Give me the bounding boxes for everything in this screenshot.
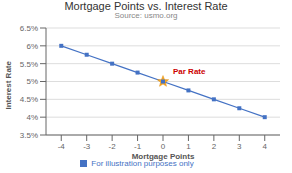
svg-text:6.5%: 6.5% — [20, 24, 38, 33]
svg-text:Par Rate: Par Rate — [173, 67, 206, 76]
svg-text:1: 1 — [186, 142, 191, 151]
svg-text:Interest Rate: Interest Rate — [8, 60, 13, 109]
svg-text:-1: -1 — [134, 142, 142, 151]
svg-text:4%: 4% — [26, 113, 38, 122]
html-text:Source: usmo.org: Source: usmo.org — [114, 11, 178, 21]
html-text:Mortgage Points vs. Interest R: Mortgage Points vs. Interest Rate — [64, 0, 228, 12]
svg-text:3.5%: 3.5% — [20, 131, 38, 140]
svg-text:4: 4 — [263, 142, 268, 151]
svg-text:4.5%: 4.5% — [20, 95, 38, 104]
svg-text:-4: -4 — [58, 142, 66, 151]
svg-text:-3: -3 — [83, 142, 91, 151]
svg-text:Mortgage Points: Mortgage Points — [132, 152, 195, 161]
svg-text:5.5%: 5.5% — [20, 60, 38, 69]
svg-text:-2: -2 — [109, 142, 117, 151]
svg-text:3: 3 — [237, 142, 242, 151]
svg-text:2: 2 — [212, 142, 217, 151]
svg-text:0: 0 — [161, 142, 166, 151]
svg-text:6%: 6% — [26, 42, 38, 51]
svg-text:5%: 5% — [26, 77, 38, 86]
html-text:For illustration purposes only: For illustration purposes only — [91, 159, 194, 168]
